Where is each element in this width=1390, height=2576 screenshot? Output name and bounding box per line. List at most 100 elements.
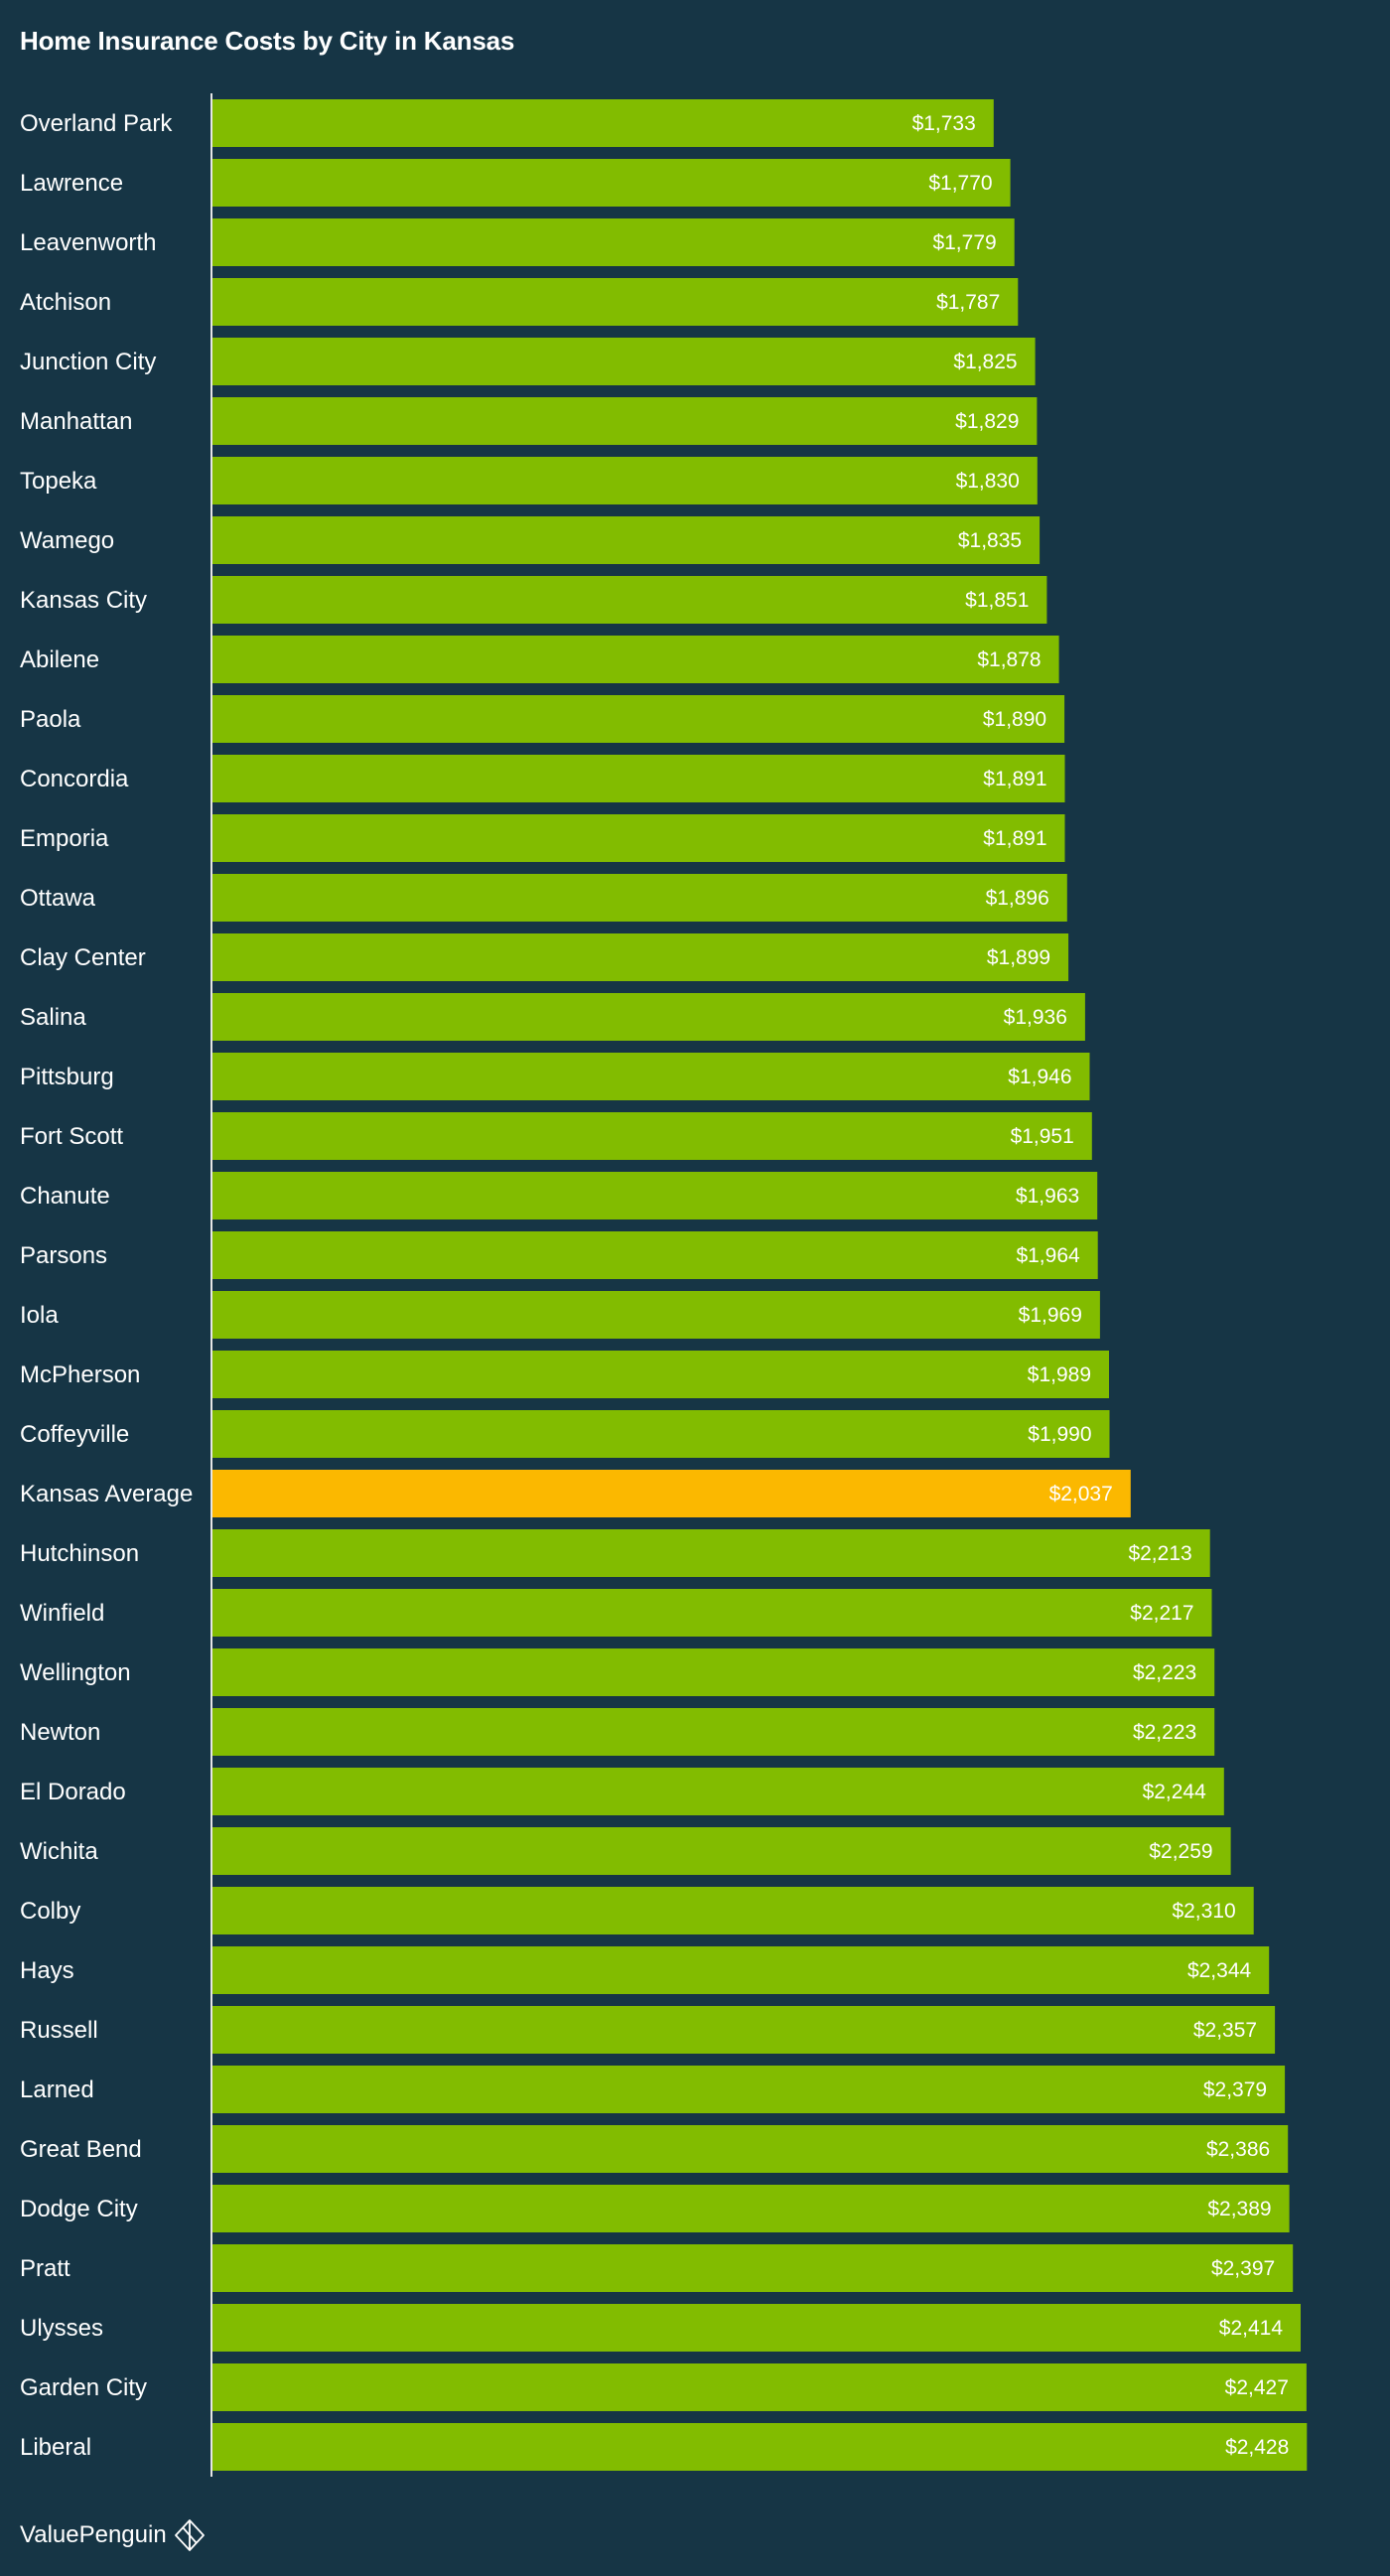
category-label: Winfield — [20, 1600, 104, 1627]
value-label: $1,899 — [987, 946, 1050, 969]
bar — [212, 397, 1038, 445]
category-label: Junction City — [20, 349, 156, 375]
bar — [212, 1351, 1109, 1398]
bar — [212, 1291, 1100, 1339]
bar — [212, 993, 1085, 1041]
category-label: Larned — [20, 2076, 94, 2103]
category-label: Wichita — [20, 1838, 98, 1865]
category-label: Kansas City — [20, 587, 147, 614]
category-label: Concordia — [20, 766, 129, 792]
value-label: $1,936 — [1004, 1006, 1067, 1029]
value-label: $2,223 — [1133, 1721, 1196, 1744]
bar-highlight — [212, 1470, 1131, 1517]
category-label: Dodge City — [20, 2196, 138, 2222]
bar — [212, 1768, 1224, 1815]
bar — [212, 2066, 1286, 2113]
category-label: Wamego — [20, 527, 114, 554]
value-label: $1,830 — [956, 470, 1020, 493]
value-label: $1,825 — [953, 351, 1017, 373]
category-label: Salina — [20, 1004, 86, 1031]
bar — [212, 1053, 1090, 1100]
chart-title: Home Insurance Costs by City in Kansas — [20, 26, 515, 56]
bar — [212, 814, 1065, 862]
category-label: Hays — [20, 1957, 74, 1984]
value-label: $1,878 — [977, 648, 1041, 671]
bar — [212, 159, 1011, 207]
category-label: Colby — [20, 1898, 80, 1925]
value-label: $1,990 — [1028, 1423, 1091, 1446]
value-label: $1,890 — [983, 708, 1046, 731]
bar — [212, 457, 1038, 504]
bar — [212, 1887, 1254, 1934]
value-label: $2,357 — [1193, 2019, 1257, 2042]
bar — [212, 874, 1067, 922]
bar — [212, 2125, 1289, 2173]
category-label: Great Bend — [20, 2136, 142, 2163]
category-label: Wellington — [20, 1659, 131, 1686]
category-label: Parsons — [20, 1242, 107, 1269]
value-label: $2,389 — [1207, 2198, 1271, 2220]
bar — [212, 1410, 1110, 1458]
category-label: Liberal — [20, 2434, 91, 2461]
value-label: $1,896 — [986, 887, 1049, 910]
bar — [212, 1529, 1210, 1577]
value-label: $1,851 — [965, 589, 1029, 612]
bar — [212, 2244, 1294, 2292]
bar — [212, 576, 1047, 624]
category-label: Ulysses — [20, 2315, 103, 2342]
value-label: $2,397 — [1211, 2257, 1275, 2280]
value-label: $2,217 — [1130, 1602, 1193, 1625]
bar — [212, 1827, 1231, 1875]
value-label: $2,259 — [1149, 1840, 1212, 1863]
bar — [212, 1708, 1215, 1756]
value-label: $2,344 — [1187, 1959, 1252, 1982]
bar — [212, 1172, 1098, 1219]
category-label: Manhattan — [20, 408, 132, 435]
category-label: Leavenworth — [20, 229, 156, 256]
category-label: Emporia — [20, 825, 109, 852]
bar — [212, 695, 1065, 743]
category-label: McPherson — [20, 1361, 140, 1388]
bar — [212, 1946, 1270, 1994]
value-label: $1,829 — [955, 410, 1019, 433]
value-label: $1,835 — [958, 529, 1022, 552]
brand: ValuePenguin — [20, 2518, 207, 2552]
value-label: $2,213 — [1128, 1542, 1191, 1565]
bar — [212, 1589, 1212, 1637]
value-label: $1,989 — [1028, 1363, 1091, 1386]
category-label: Coffeyville — [20, 1421, 129, 1448]
bar — [212, 338, 1036, 385]
brand-name: ValuePenguin — [20, 2521, 167, 2548]
bar — [212, 2006, 1276, 2054]
value-label: $2,223 — [1133, 1661, 1196, 1684]
value-label: $2,244 — [1143, 1781, 1207, 1803]
bar — [212, 516, 1041, 564]
bar-chart: Overland Park $1,733 Lawrence $1,770 Leavenw… — [20, 93, 1308, 2477]
category-label: Fort Scott — [20, 1123, 123, 1150]
valuepenguin-logo-icon — [174, 2519, 205, 2551]
value-label: $1,964 — [1016, 1244, 1080, 1267]
value-label: $2,379 — [1203, 2078, 1267, 2101]
bar — [212, 2185, 1290, 2232]
value-label: $1,963 — [1016, 1185, 1079, 1208]
value-label: $1,946 — [1008, 1066, 1071, 1088]
category-label: Lawrence — [20, 170, 123, 197]
bar — [212, 636, 1059, 683]
value-label: $1,891 — [983, 768, 1046, 790]
category-label: Ottawa — [20, 885, 96, 912]
category-label: Garden City — [20, 2374, 147, 2401]
bar — [212, 1231, 1098, 1279]
value-label: $1,787 — [936, 291, 1000, 314]
bar — [212, 755, 1065, 802]
category-label: Abilene — [20, 646, 99, 673]
category-label: Iola — [20, 1302, 59, 1329]
value-label: $2,310 — [1172, 1900, 1235, 1923]
bar — [212, 1112, 1092, 1160]
value-label: $1,733 — [912, 112, 976, 135]
category-label: Paola — [20, 706, 81, 733]
category-label: Atchison — [20, 289, 111, 316]
category-label: Topeka — [20, 468, 97, 495]
value-label: $1,969 — [1019, 1304, 1082, 1327]
value-label: $2,037 — [1049, 1483, 1113, 1505]
value-label: $1,770 — [928, 172, 992, 195]
